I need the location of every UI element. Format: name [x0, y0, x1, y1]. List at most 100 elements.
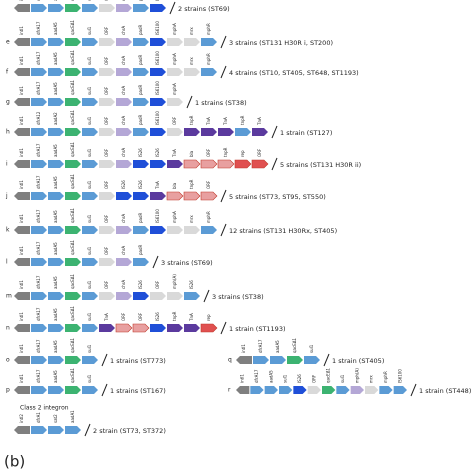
gene-arrow [150, 160, 166, 168]
row-letter: l [6, 259, 8, 266]
gene-label: intI1 [19, 0, 24, 1]
separator [220, 321, 227, 335]
gene-label: ORF [104, 214, 109, 223]
gene-label: ORF [155, 280, 160, 289]
gene-label: mphR [383, 371, 388, 383]
gene-label: sul1 [87, 56, 92, 65]
gene-arrow [48, 426, 64, 434]
strain-label: 3 strains (ST69) [161, 259, 213, 267]
gene-arrow [116, 4, 132, 12]
gene-label: aadA5 [53, 340, 58, 353]
gene-arrow [82, 4, 98, 12]
gene-arrow [99, 4, 115, 12]
separator [220, 65, 227, 79]
gene-label: qacEΔ1 [70, 80, 75, 95]
gene-arrow [99, 38, 115, 46]
gene-arrow [116, 98, 132, 106]
gene-arrow [48, 160, 64, 168]
gene-label: intI2 [19, 414, 24, 423]
gene-arrow [14, 226, 30, 234]
gene-arrow [31, 4, 47, 12]
gene-arrow [236, 386, 250, 394]
gene-arrow [150, 68, 166, 76]
gene-label: intI1 [19, 26, 24, 35]
gene-arrow [167, 292, 183, 300]
strain-label: 2 strain (ST73, ST372) [93, 427, 166, 435]
gene-arrow [14, 426, 30, 434]
gene-label: aadA1 [70, 410, 75, 423]
gene-arrow [133, 68, 149, 76]
heading: Class 2 integron [20, 405, 69, 412]
gene-arrow [200, 323, 218, 333]
gene-label: IS26 [138, 280, 143, 289]
gene-label: intI1 [19, 312, 24, 321]
gene-label: sul1 [87, 0, 92, 1]
row-letter: p [6, 387, 10, 394]
strain-label: 2 strains (ST69) [178, 5, 230, 13]
gene-label: ORF [104, 148, 109, 157]
gene-label: ORF [104, 56, 109, 65]
gene-label: qacEΔ1 [70, 20, 75, 35]
gene-label: sul1 [87, 374, 92, 383]
strain-label: 1 strain (ST1193) [229, 325, 286, 333]
gene-arrow [201, 128, 217, 136]
strain-label: 4 strains (ST10, ST405, ST648, ST1193) [229, 69, 359, 77]
gene-arrow [31, 258, 47, 266]
gene-label: intI1 [19, 56, 24, 65]
gene-label: mphR [206, 211, 211, 223]
gene-label: padR [138, 114, 143, 125]
gene-arrow [65, 356, 81, 364]
gene-arrow [304, 356, 320, 364]
gene-arrow [48, 128, 64, 136]
gene-label: aadA5 [53, 370, 58, 383]
gene-arrow [365, 386, 379, 394]
gene-arrow [253, 356, 269, 364]
gene-arrow [133, 38, 149, 46]
gene-label: aadA5 [275, 340, 280, 353]
gene-arrow [48, 98, 64, 106]
gene-label: TnA [257, 117, 262, 126]
gene-label: sul1 [87, 148, 92, 157]
gene-arrow [217, 159, 235, 169]
gene-label: ORF [104, 116, 109, 125]
gene-label: aadA5 [53, 144, 58, 157]
gene-label: TnA [223, 117, 228, 126]
gene-label: qacEΔ1 [326, 368, 331, 383]
gene-arrow [31, 68, 47, 76]
gene-label: TnA [104, 313, 109, 322]
gene-label: mphR [206, 53, 211, 65]
gene-arrow [184, 68, 200, 76]
gene-arrow [82, 292, 98, 300]
gene-arrow [218, 128, 234, 136]
gene-label: rep [240, 150, 245, 157]
gene-label: IS26 [138, 180, 143, 189]
gene-label: chrA [121, 214, 126, 223]
gene-label: padR [138, 212, 143, 223]
gene-label: qacEΔ1 [70, 240, 75, 255]
row-letter: j [5, 193, 8, 200]
gene-arrow [14, 258, 30, 266]
gene-arrow [133, 292, 149, 300]
gene-label: sul1 [340, 374, 345, 383]
gene-label: dfrA17 [36, 51, 41, 65]
gene-arrow [48, 68, 64, 76]
gene-arrow [183, 191, 201, 201]
gene-label: sul1 [309, 344, 314, 353]
gene-label: aadA5 [53, 82, 58, 95]
gene-label: qacEΔ1 [70, 110, 75, 125]
separator [410, 383, 417, 397]
gene-arrow [200, 191, 218, 201]
gene-arrow [167, 68, 183, 76]
row-letter: k [6, 227, 10, 234]
gene-label: aadA5 [53, 0, 58, 1]
gene-label: dfrA17 [36, 0, 41, 1]
gene-arrow [14, 192, 30, 200]
strain-label: 3 strains (ST131 H30R i, ST200) [229, 39, 333, 47]
gene-arrow [65, 292, 81, 300]
gene-label: dfrA17 [36, 81, 41, 95]
gene-label: mrx [189, 57, 194, 65]
gene-arrow [65, 128, 81, 136]
gene-label: tnpR [223, 147, 228, 157]
gene-arrow [48, 356, 64, 364]
